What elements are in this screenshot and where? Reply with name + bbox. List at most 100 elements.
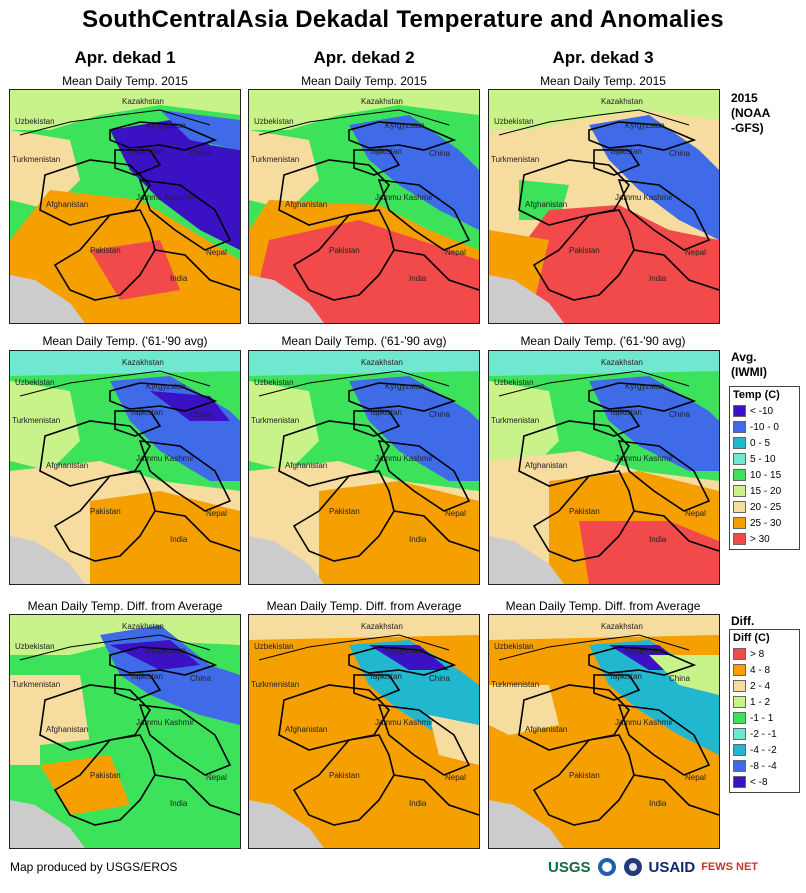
place-label: Kyrgyzstan [146, 382, 186, 391]
ocean-area [10, 275, 85, 323]
place-label: Turkmenistan [251, 155, 299, 164]
usgs-logo: USGS [548, 858, 591, 876]
map-canvas: Kazakhstan Uzbekistan Kyrgyzstan Turkmenist… [10, 351, 240, 584]
place-label: Pakistan [90, 246, 121, 255]
place-label: Pakistan [569, 507, 600, 516]
legend-item: 10 - 15 [733, 467, 796, 483]
country-border [593, 674, 641, 701]
value-region [90, 240, 180, 300]
country-border [348, 382, 457, 412]
map-canvas: Kazakhstan Uzbekistan Kyrgyzstan Turkmenist… [489, 351, 719, 584]
subtitle-r2-c3: Mean Daily Temp. ('61-'90 avg) [520, 334, 686, 348]
column-header-dekad-1: Apr. dekad 1 [74, 48, 176, 67]
place-label: Uzbekistan [15, 642, 55, 651]
place-label: Uzbekistan [254, 642, 294, 651]
country-border [292, 734, 395, 826]
country-border [258, 109, 450, 136]
legend-swatch [733, 664, 746, 676]
subtitle-r1-c3: Mean Daily Temp. 2015 [540, 74, 666, 88]
place-label: Pakistan [569, 771, 600, 780]
place-label: Pakistan [329, 507, 360, 516]
temp-legend: Temp (C) < -10 -10 - 0 0 - 5 5 - 10 10 - 15 1… [729, 386, 800, 550]
place-label: Turkmenistan [12, 416, 60, 425]
value-region [249, 220, 479, 323]
legend-item: 4 - 8 [733, 662, 796, 678]
place-label: Uzbekistan [15, 117, 55, 126]
place-label: Uzbekistan [254, 117, 294, 126]
place-label: Nepal [445, 248, 466, 257]
map-avg-dekad-2: Kazakhstan Uzbekistan Kyrgyzstan Turkmenist… [248, 350, 480, 585]
dhs-seal-icon [623, 858, 642, 876]
legend-label: 0 - 5 [750, 437, 771, 449]
value-region [10, 90, 240, 130]
legend-label: < -10 [750, 405, 774, 417]
country-border [532, 470, 635, 562]
value-region [40, 755, 130, 815]
legend-item: -1 - 1 [733, 710, 796, 726]
place-label: Nepal [685, 509, 706, 518]
place-label: Kyrgyzstan [385, 646, 425, 655]
value-region [249, 130, 319, 210]
temp-legend-title: Temp (C) [733, 389, 780, 401]
country-border [53, 734, 156, 826]
legend-item: 1 - 2 [733, 694, 796, 710]
place-label: Tajikistan [609, 408, 642, 417]
map-2015-dekad-2: Kazakhstan Uzbekistan Kyrgyzstan Turkmenist… [248, 89, 480, 324]
page-title: SouthCentralAsia Dekadal Temperature and… [82, 6, 724, 33]
country-border [138, 179, 232, 251]
place-label: Kazakhstan [122, 97, 164, 106]
legend-item: -8 - -4 [733, 758, 796, 774]
place-label: Jammu Kashmir [136, 454, 194, 463]
place-label: India [409, 274, 427, 283]
place-label: Uzbekistan [254, 378, 294, 387]
value-region [10, 130, 80, 210]
value-region [589, 376, 719, 471]
place-label: Turkmenistan [12, 680, 60, 689]
country-border [498, 634, 690, 661]
place-label: Nepal [445, 509, 466, 518]
subtitle-r2-c2: Mean Daily Temp. ('61-'90 avg) [281, 334, 447, 348]
diff-legend-title: Diff (C) [733, 632, 770, 644]
ocean-area [489, 275, 564, 323]
place-label: Pakistan [329, 771, 360, 780]
place-label: China [190, 410, 211, 419]
row-label-2015: 2015 (NOAA -GFS) [731, 91, 771, 135]
country-border [258, 634, 450, 661]
place-label: China [190, 149, 211, 158]
place-label: Pakistan [90, 771, 121, 780]
place-label: Turkmenistan [491, 155, 539, 164]
country-border [498, 370, 690, 397]
legend-swatch [733, 744, 746, 756]
legend-item: -10 - 0 [733, 419, 796, 435]
value-region [489, 90, 719, 130]
legend-swatch [733, 517, 746, 529]
map-canvas: Kazakhstan Uzbekistan Kyrgyzstan Turkmenist… [249, 90, 479, 323]
legend-swatch [733, 696, 746, 708]
place-label: China [669, 674, 690, 683]
value-region [319, 481, 479, 584]
legend-item: 20 - 25 [733, 499, 796, 515]
place-label: Kazakhstan [122, 622, 164, 631]
legend-label: -10 - 0 [750, 421, 779, 433]
place-label: Tajikistan [369, 408, 402, 417]
legend-swatch [733, 680, 746, 692]
country-border [633, 774, 719, 816]
country-border [518, 684, 631, 751]
value-region [90, 491, 240, 584]
subtitle-r1-c1: Mean Daily Temp. 2015 [62, 74, 188, 88]
country-border [278, 684, 391, 751]
legend-label: -1 - 1 [750, 712, 774, 724]
legend-swatch [733, 437, 746, 449]
country-border [138, 440, 232, 512]
legend-item: -4 - -2 [733, 742, 796, 758]
legend-label: 2 - 4 [750, 680, 771, 692]
country-border [109, 382, 218, 412]
country-border [498, 109, 690, 136]
country-border [588, 121, 697, 151]
value-region [160, 110, 240, 150]
place-label: Tajikistan [609, 147, 642, 156]
place-label: Kyrgyzstan [385, 382, 425, 391]
country-border [154, 510, 240, 552]
country-border [532, 209, 635, 301]
country-border [377, 179, 471, 251]
